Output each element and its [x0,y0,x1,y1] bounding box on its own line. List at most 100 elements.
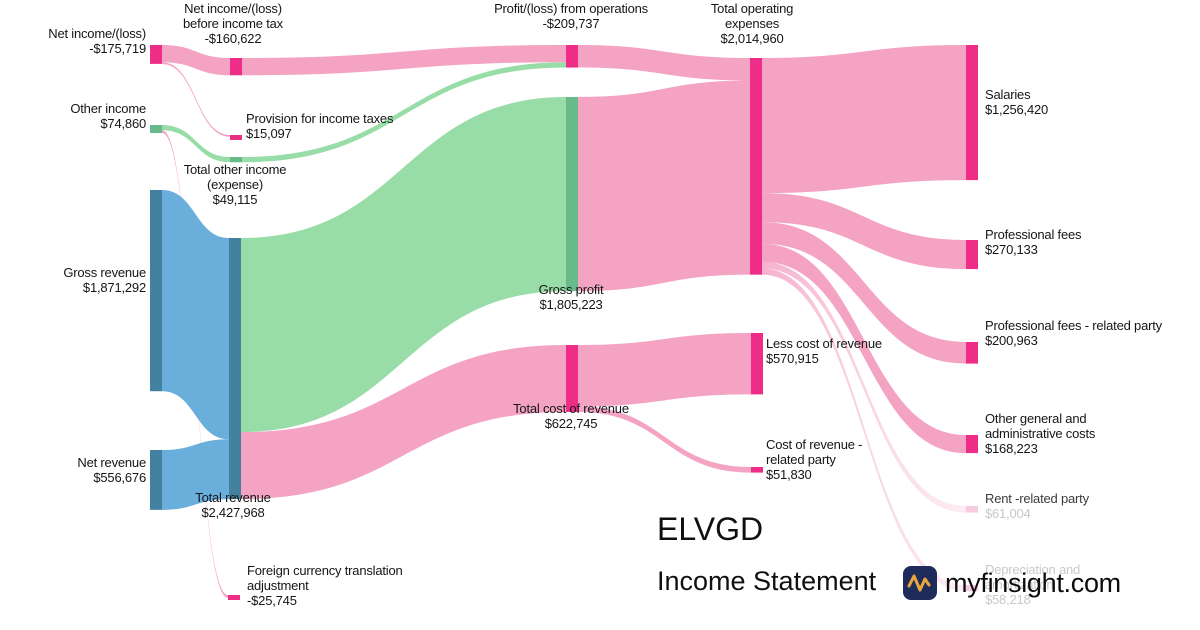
node-label-text: Gross profit [538,282,604,297]
node-label-text: Total operating expenses [710,1,794,32]
node-label-text: Profit/(loss) from operations [494,1,648,16]
node-label-text: Gross revenue [63,265,146,280]
node-ni_before_tax [230,58,242,76]
node-other_ga [966,435,978,454]
node-value: $570,915 [766,351,819,367]
node-label-cost-of-revenue-related-party: Cost of revenue - related party $51,830 [766,437,886,482]
node-value: $15,097 [246,126,292,142]
node-label-total-other-income: Total other income (expense) $49,115 [160,162,310,207]
flow-profit_ops-to-total_opex [578,45,750,81]
node-value: $1,805,223 [539,297,603,313]
pulse-icon [907,574,931,592]
node-value: $556,676 [93,470,146,486]
flow-other_income-to-total_other_income [162,125,230,163]
node-label-text: Provision for income taxes [246,111,394,126]
node-label-text: Rent -related party [985,491,1089,506]
node-total_revenue [229,238,241,500]
statement-subtitle: Income Statement [657,566,877,596]
node-other_income [150,125,162,134]
node-value: $61,004 [985,506,1031,522]
node-value: $1,871,292 [82,280,146,296]
node-total_cost [566,345,578,412]
node-label-professional-fees: Professional fees $270,133 [985,227,1170,257]
node-value: $168,223 [985,441,1038,457]
flow-total_other_income-to-profit_ops [242,62,566,163]
node-label-text: Professional fees [985,227,1082,242]
node-value: $200,963 [985,333,1038,349]
node-value: $2,427,968 [201,505,265,521]
node-label-less-cost-of-revenue: Less cost of revenue $570,915 [766,336,916,366]
node-label-fx-translation-adjustment: Foreign currency translation adjustment … [247,563,407,608]
flow-total_opex-to-prof_fees_rp [762,222,966,364]
node-total_other_income [230,157,242,163]
node-label-professional-fees-related-party: Professional fees - related party $200,9… [985,318,1170,348]
node-label-text: Total cost of revenue [513,401,629,416]
flow-net_income-to-ni_before_tax [162,45,230,76]
node-fx_adjustment [228,595,240,600]
node-label-text: Total revenue [195,490,271,505]
flow-gross_profit-to-total_opex [578,80,750,292]
flow-total_opex-to-other_ga [762,243,966,454]
node-label-total-operating-expenses: Total operating expenses $2,014,960 [697,1,807,46]
node-label-net-revenue: Net revenue $556,676 [16,455,146,485]
node-label-depreciation-amortization: Depreciation and amortization $58,218 [985,562,1145,607]
node-rent_rp [966,506,978,513]
flow-total_opex-to-depreciation [762,268,966,592]
node-label-other-income: Other income $74,860 [16,101,146,131]
node-total_opex [750,58,762,275]
brand-lockup: myfinsight.com [903,565,1121,601]
node-label-text: Salaries [985,87,1031,102]
node-value: -$25,745 [247,593,297,609]
node-label-total-revenue: Total revenue $2,427,968 [158,490,308,520]
flow-total_cost-to-less_cost [578,333,751,407]
node-label-rent-related-party: Rent -related party $61,004 [985,491,1170,521]
node-gross_revenue [150,190,162,392]
node-value: $58,218 [985,592,1031,608]
flow-gross_revenue-to-total_revenue [162,190,229,440]
node-label-text: Depreciation and amortization [985,562,1081,593]
node-label-gross-revenue: Gross revenue $1,871,292 [16,265,146,295]
node-label-profit-from-operations: Profit/(loss) from operations -$209,737 [461,1,681,31]
node-value: -$175,719 [89,41,146,57]
node-label-other-general-admin-costs: Other general and administrative costs $… [985,411,1140,456]
brand-domain-text: myfinsight.com [945,567,1121,598]
node-value: $622,745 [544,416,598,432]
flow-ni_before_tax-to-profit_ops [242,45,566,76]
node-label-net-income: Net income/(loss) -$175,719 [16,26,146,56]
ticker-title: ELVGD [657,511,764,547]
node-gross_profit [566,97,578,292]
node-label-text: Less cost of revenue [766,336,882,351]
node-provision [230,135,242,140]
node-label-gross-profit: Gross profit $1,805,223 [491,282,651,312]
node-depreciation [966,585,978,592]
node-label-text: Professional fees - related party [985,318,1162,333]
node-label-net-income-before-tax: Net income/(loss) before income tax -$16… [168,1,298,46]
flow-total_opex-to-prof_fees [762,193,966,270]
node-prof_fees_rp [966,342,978,364]
node-label-text: Total other income (expense) [183,162,287,193]
flow-total_cost-to-cost_rp [578,406,751,473]
node-value: $270,133 [985,242,1038,258]
flow-net_income-to-provision [162,62,230,137]
node-label-text: Cost of revenue - related party [766,437,863,468]
node-profit_ops [566,45,578,68]
node-label-text: Net income/(loss) [48,26,146,41]
flow-total_opex-to-rent_rp [762,261,966,513]
node-net_revenue [150,450,162,510]
node-value: $51,830 [766,467,812,483]
flow-total_opex-to-salaries [762,45,966,194]
node-label-text: Other income [70,101,146,116]
node-label-provision-for-income-taxes: Provision for income taxes $15,097 [246,111,476,141]
node-cost_rp [751,467,763,473]
node-label-text: Foreign currency translation adjustment [247,563,403,594]
flow-total_revenue-to-gross_profit [241,97,566,433]
node-value: -$160,622 [204,31,262,47]
node-value: $1,256,420 [985,102,1049,118]
node-value: -$209,737 [542,16,600,32]
node-value: $49,115 [212,192,258,208]
node-value: $74,860 [100,116,146,132]
node-label-text: Net income/(loss) before income tax [183,1,283,32]
flow-net_revenue-to-total_revenue [162,439,229,510]
node-label-salaries: Salaries $1,256,420 [985,87,1145,117]
